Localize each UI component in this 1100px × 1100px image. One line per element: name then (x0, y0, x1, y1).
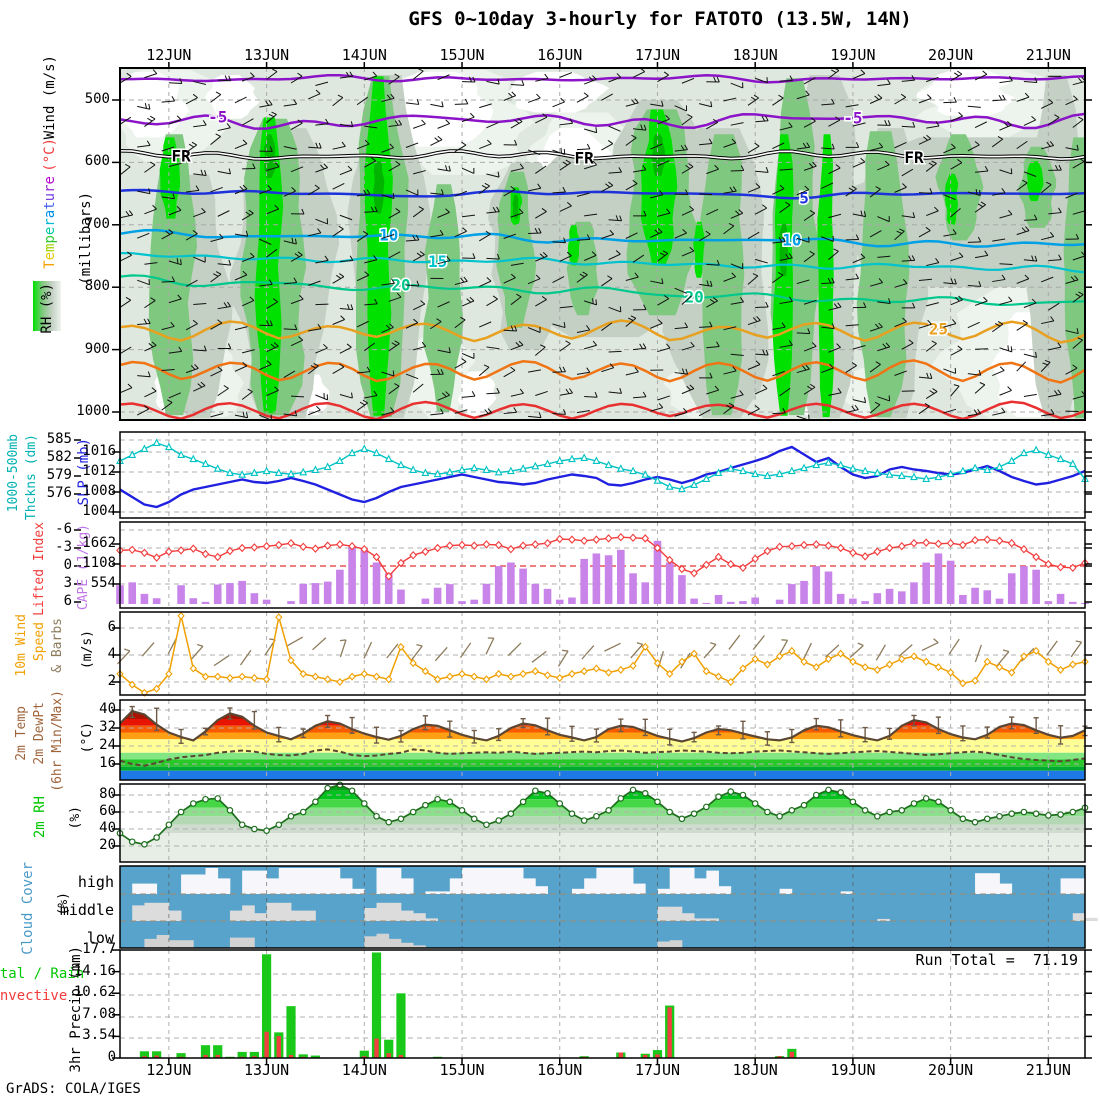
tick-label: 14.16 (73, 962, 116, 979)
date-label-bottom: 15JUN (439, 1061, 485, 1079)
tick-label: 1662 (82, 535, 116, 551)
precip-convective-label: Convective (0, 988, 68, 1004)
cloud-row-middle-label: middle (59, 901, 114, 919)
tick-label: 4 (107, 646, 116, 662)
tick-label: 17.7 (82, 941, 116, 958)
precip-total-label: Total / Rain (0, 966, 85, 982)
cloud-row-low-label: low (86, 929, 114, 947)
tick-label: 80 (99, 786, 116, 802)
t2m-label-line1: 2m Temp (14, 706, 29, 761)
date-label-bottom: 12JUN (146, 1061, 192, 1079)
tick-label: 2 (107, 673, 116, 689)
tick-label: -6 (55, 521, 72, 537)
temperature-label-letter: m (42, 243, 58, 252)
date-label-bottom: 18JUN (732, 1061, 778, 1079)
tick-label: 7.08 (82, 1005, 116, 1022)
contour-label: -5 (208, 107, 227, 126)
date-label-top: 15JUN (439, 46, 485, 64)
date-label-top: 20JUN (928, 46, 974, 64)
date-label-bottom: 17JUN (634, 1061, 681, 1079)
date-label-bottom: 19JUN (830, 1061, 876, 1079)
wind10m-label-line2: Speed (32, 622, 47, 662)
contour-label: -5 (843, 109, 862, 128)
date-label-bottom: 13JUN (244, 1061, 290, 1079)
date-label-bottom: 14JUN (341, 1061, 387, 1079)
date-label-top: 18JUN (732, 46, 778, 64)
tick-label: -3 (55, 539, 72, 555)
contour-label: FR (171, 147, 191, 166)
tick-label: 1008 (82, 483, 116, 499)
date-label-top: 19JUN (830, 46, 876, 64)
rh2m-label: 2m RH (32, 796, 48, 839)
tick-label: 3.54 (82, 1027, 116, 1044)
date-label-bottom: 21JUN (1025, 1061, 1071, 1079)
tick-label: 32 (99, 719, 116, 735)
tick-label: 579 (46, 467, 72, 483)
rh-shading-legend (33, 281, 61, 331)
tick-label: 500 (84, 91, 110, 107)
tick-label: 1012 (82, 463, 116, 479)
date-label-bottom: 20JUN (928, 1061, 974, 1079)
tick-label: 10.62 (73, 984, 116, 1001)
date-label-top: 17JUN (634, 46, 681, 64)
tick-label: 40 (99, 820, 116, 836)
tick-label: 16 (99, 755, 116, 771)
cloud-cover-label: Cloud Cover (20, 862, 36, 955)
date-label-bottom: 16JUN (537, 1061, 583, 1079)
tick-label: 6 (107, 619, 116, 635)
page-title: GFS 0~10day 3-hourly for FATOTO (13.5W, … (408, 8, 912, 30)
temperature-label-letter: r (42, 184, 58, 193)
grads-credit: GrADS: COLA/IGES (6, 1081, 141, 1097)
contour-label: FR (904, 148, 924, 167)
temperature-label-letter: t (42, 201, 58, 210)
tick-label: 600 (84, 153, 110, 170)
date-label-top: 12JUN (146, 46, 192, 64)
temperature-label-letter: p (42, 235, 58, 244)
tick-label: 1000 (76, 403, 110, 419)
date-label-top: 21JUN (1025, 46, 1071, 64)
date-label-top: 13JUN (244, 46, 290, 64)
cloud-row-high-label: high (77, 873, 114, 891)
tick-label: 1108 (82, 555, 116, 571)
tick-label: 24 (99, 737, 116, 753)
contour-label: 20 (684, 288, 703, 307)
tick-label: 6 (63, 593, 72, 609)
tick-label: 20 (99, 837, 116, 853)
tick-label: 60 (99, 803, 116, 819)
contour-label: 10 (782, 231, 801, 250)
temperature-label-letter: e (42, 176, 58, 185)
temperature-label-letter: T (42, 260, 58, 269)
run-total-text: Run Total = 71.19 (915, 951, 1078, 969)
tick-label: 700 (84, 215, 110, 232)
tick-label: 585 (46, 431, 72, 447)
wind10m-label-line1: 10m Wind (14, 614, 29, 677)
tick-label: 1016 (82, 443, 116, 459)
tick-label: 582 (46, 449, 72, 465)
t2m-label-line2: 2m DewPt (32, 702, 47, 765)
date-label-top: 14JUN (341, 46, 387, 64)
tick-label: 3 (63, 575, 72, 591)
contour-label: 15 (428, 252, 447, 271)
contour-label: FR (575, 149, 595, 168)
tick-label: 0 (63, 557, 72, 573)
tick-label: 576 (46, 485, 72, 501)
temperature-label-letter: e (42, 251, 58, 261)
temperature-label-letter: u (42, 192, 58, 202)
contour-label: 25 (929, 320, 948, 339)
contour-label: 20 (391, 276, 410, 295)
tick-label: 1004 (82, 503, 116, 519)
date-label-top: 16JUN (537, 46, 583, 64)
tick-label: 0 (107, 1049, 116, 1065)
millibars-axis-label: (millibars) (78, 192, 94, 285)
contour-label: 10 (379, 225, 398, 244)
tick-label: 554 (90, 575, 116, 591)
tick-label: 800 (84, 278, 110, 295)
tick-label: 40 (99, 701, 116, 717)
tick-label: 900 (84, 340, 110, 357)
